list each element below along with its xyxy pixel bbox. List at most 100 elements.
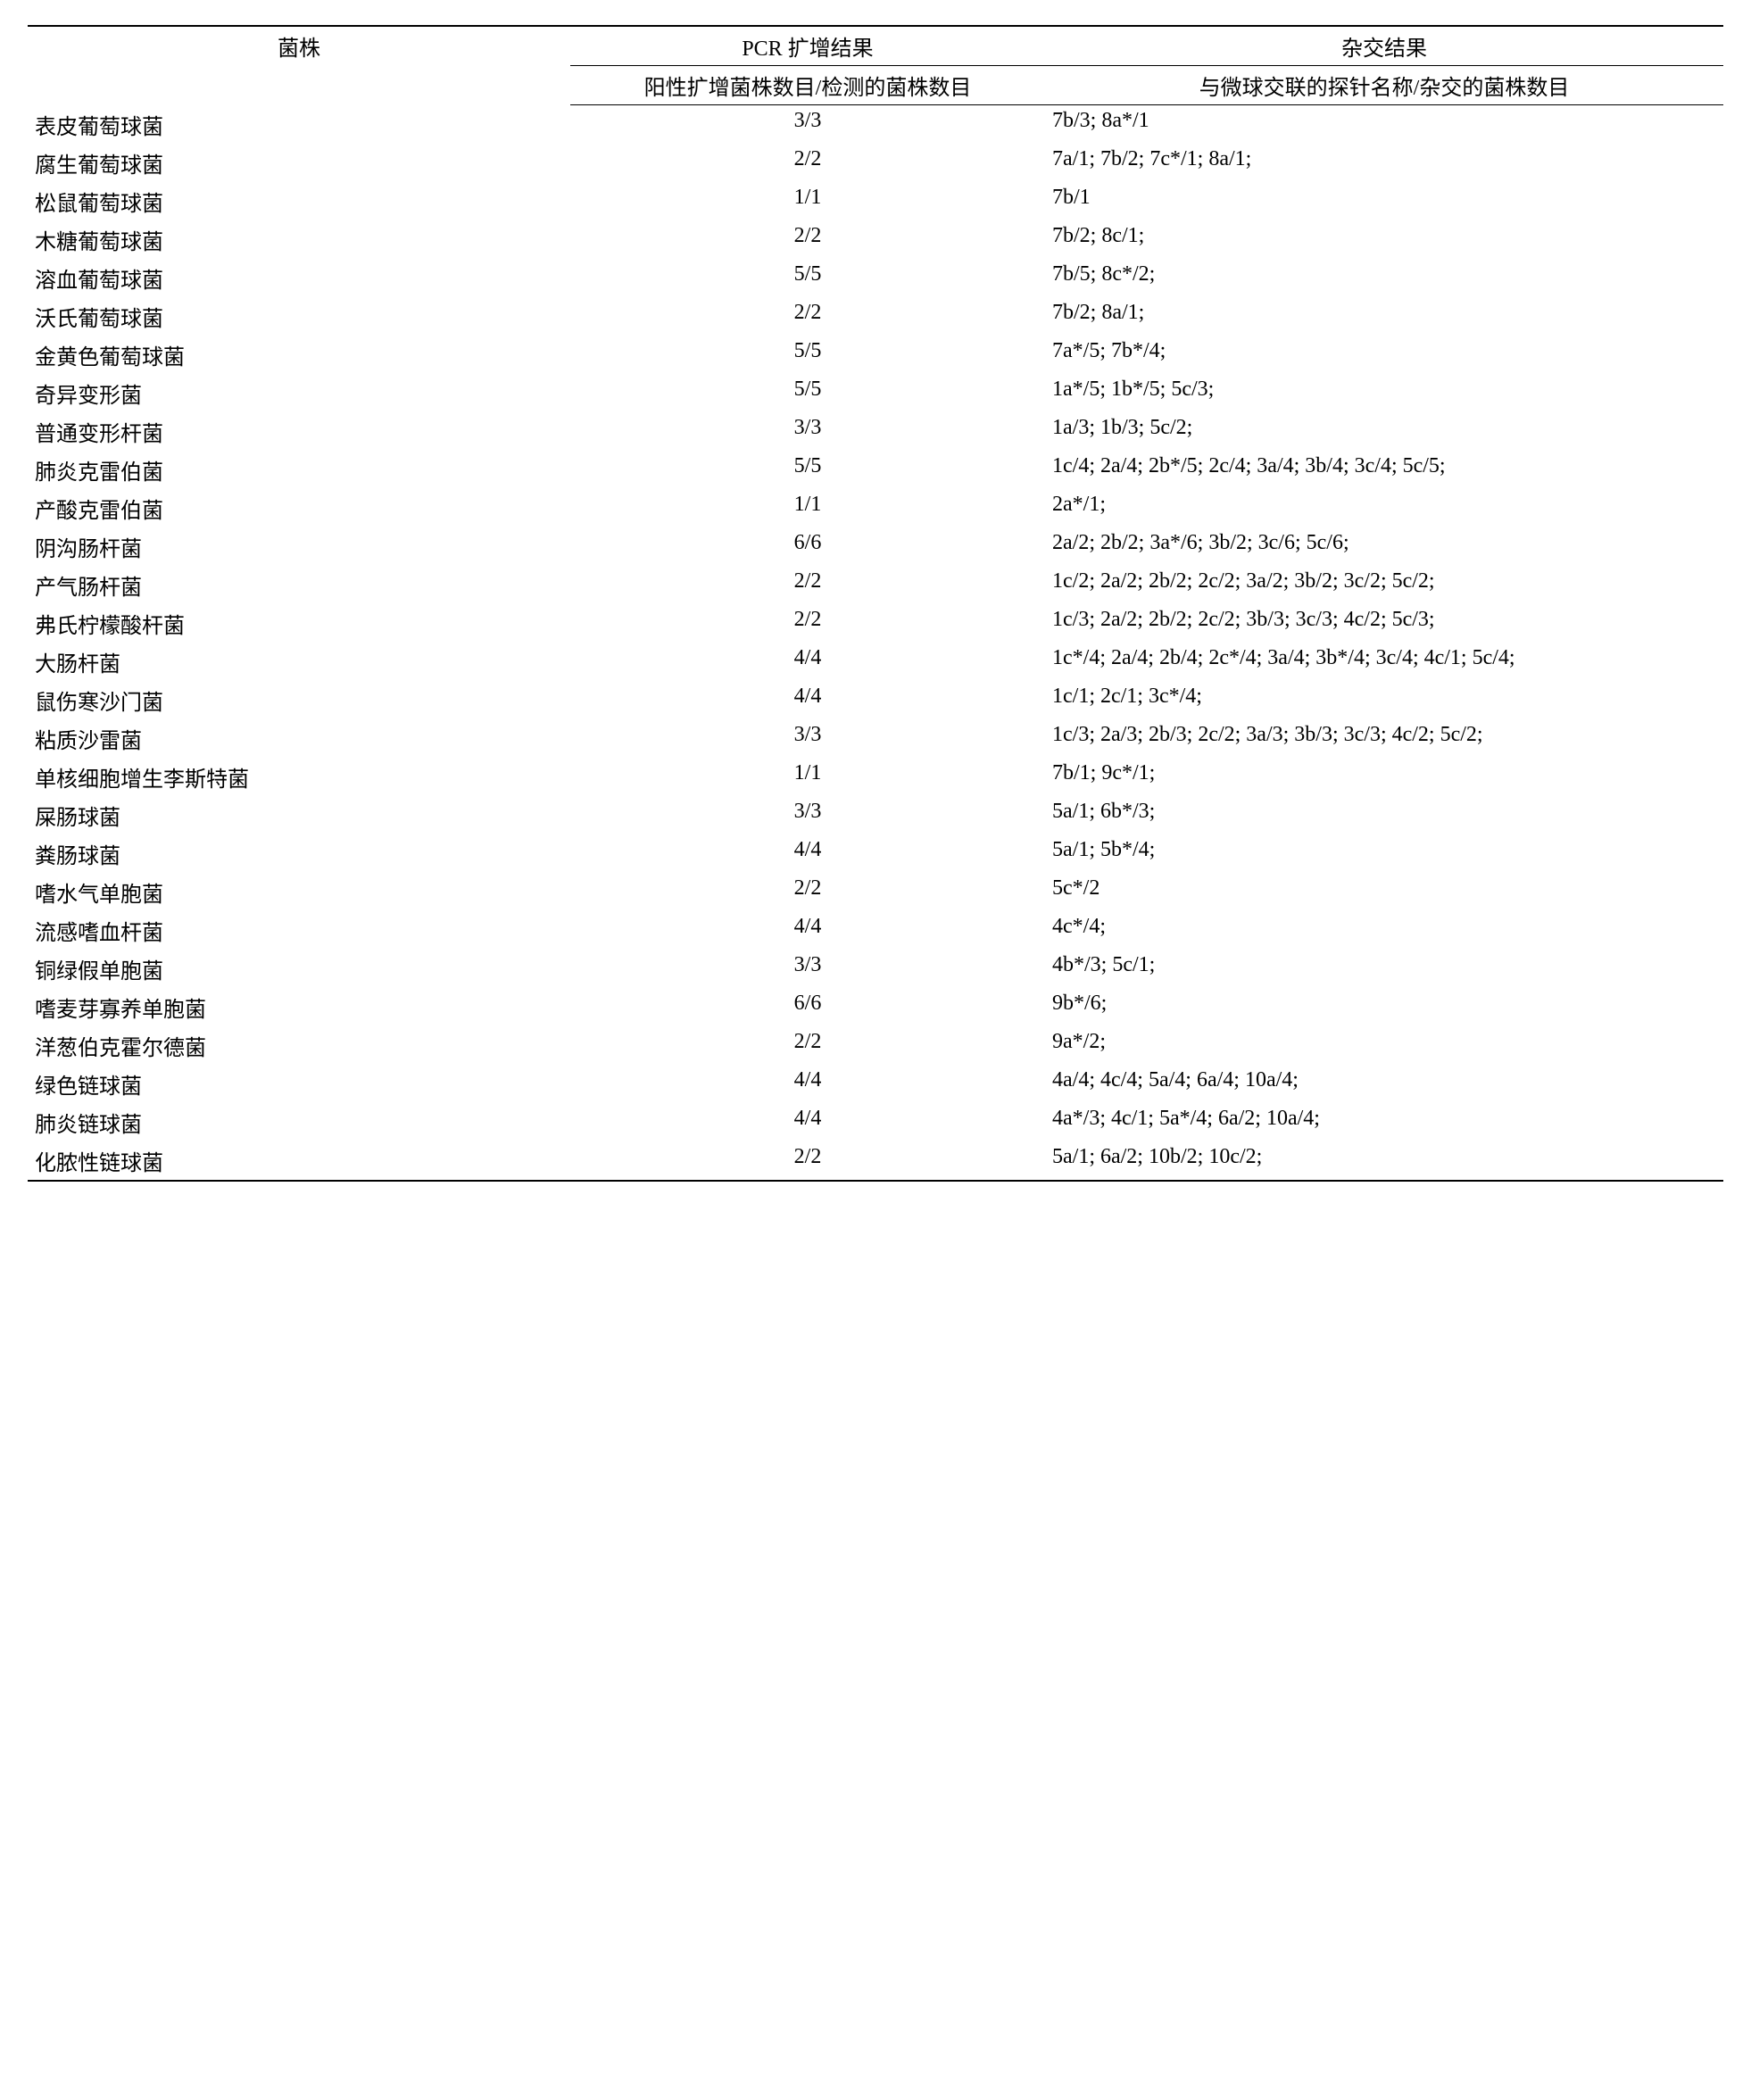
- hybrid-cell: 4c*/4;: [1045, 911, 1723, 950]
- table-row: 流感嗜血杆菌4/44c*/4;: [28, 911, 1723, 950]
- hybrid-cell: 2a/2; 2b/2; 3a*/6; 3b/2; 3c/6; 5c/6;: [1045, 527, 1723, 566]
- hybrid-cell: 1c/4; 2a/4; 2b*/5; 2c/4; 3a/4; 3b/4; 3c/…: [1045, 451, 1723, 489]
- table-row: 金黄色葡萄球菌5/57a*/5; 7b*/4;: [28, 336, 1723, 374]
- strain-cell: 肺炎克雷伯菌: [28, 451, 570, 489]
- hybrid-cell: 7b/1: [1045, 182, 1723, 220]
- table-row: 腐生葡萄球菌2/27a/1; 7b/2; 7c*/1; 8a/1;: [28, 144, 1723, 182]
- hybrid-cell: 4a*/3; 4c/1; 5a*/4; 6a/2; 10a/4;: [1045, 1103, 1723, 1141]
- table-row: 产气肠杆菌2/21c/2; 2a/2; 2b/2; 2c/2; 3a/2; 3b…: [28, 566, 1723, 604]
- table-row: 沃氏葡萄球菌2/27b/2; 8a/1;: [28, 297, 1723, 336]
- pcr-cell: 1/1: [570, 182, 1045, 220]
- strain-cell: 普通变形杆菌: [28, 412, 570, 451]
- pcr-cell: 4/4: [570, 1065, 1045, 1103]
- pcr-cell: 5/5: [570, 259, 1045, 297]
- pcr-cell: 2/2: [570, 1141, 1045, 1181]
- pcr-cell: 5/5: [570, 374, 1045, 412]
- hybrid-cell: 7b/2; 8c/1;: [1045, 220, 1723, 259]
- table-row: 铜绿假单胞菌3/34b*/3; 5c/1;: [28, 950, 1723, 988]
- table-row: 产酸克雷伯菌1/12a*/1;: [28, 489, 1723, 527]
- strain-cell: 嗜水气单胞菌: [28, 873, 570, 911]
- strain-cell: 粪肠球菌: [28, 834, 570, 873]
- hybrid-cell: 9a*/2;: [1045, 1026, 1723, 1065]
- header-strain: 菌株: [28, 26, 570, 105]
- pcr-cell: 3/3: [570, 719, 1045, 758]
- hybrid-cell: 5a/1; 5b*/4;: [1045, 834, 1723, 873]
- strain-cell: 弗氏柠檬酸杆菌: [28, 604, 570, 643]
- table-row: 普通变形杆菌3/31a/3; 1b/3; 5c/2;: [28, 412, 1723, 451]
- hybrid-cell: 1c/2; 2a/2; 2b/2; 2c/2; 3a/2; 3b/2; 3c/2…: [1045, 566, 1723, 604]
- pcr-cell: 4/4: [570, 643, 1045, 681]
- hybrid-cell: 7a*/5; 7b*/4;: [1045, 336, 1723, 374]
- hybrid-cell: 7b/2; 8a/1;: [1045, 297, 1723, 336]
- pcr-cell: 3/3: [570, 412, 1045, 451]
- pcr-cell: 2/2: [570, 566, 1045, 604]
- hybrid-cell: 5c*/2: [1045, 873, 1723, 911]
- table-row: 阴沟肠杆菌6/62a/2; 2b/2; 3a*/6; 3b/2; 3c/6; 5…: [28, 527, 1723, 566]
- hybrid-cell: 4b*/3; 5c/1;: [1045, 950, 1723, 988]
- strain-cell: 绿色链球菌: [28, 1065, 570, 1103]
- table-row: 奇异变形菌5/51a*/5; 1b*/5; 5c/3;: [28, 374, 1723, 412]
- table-row: 溶血葡萄球菌5/57b/5; 8c*/2;: [28, 259, 1723, 297]
- table-row: 粪肠球菌4/45a/1; 5b*/4;: [28, 834, 1723, 873]
- pcr-cell: 2/2: [570, 220, 1045, 259]
- pcr-cell: 3/3: [570, 950, 1045, 988]
- hybrid-cell: 5a/1; 6b*/3;: [1045, 796, 1723, 834]
- strain-cell: 肺炎链球菌: [28, 1103, 570, 1141]
- pcr-cell: 6/6: [570, 988, 1045, 1026]
- strain-cell: 洋葱伯克霍尔德菌: [28, 1026, 570, 1065]
- pcr-cell: 2/2: [570, 144, 1045, 182]
- header-hybrid-sub: 与微球交联的探针名称/杂交的菌株数目: [1045, 66, 1723, 105]
- header-hybrid: 杂交结果: [1045, 26, 1723, 66]
- hybrid-cell: 7b/3; 8a*/1: [1045, 105, 1723, 144]
- hybrid-cell: 7a/1; 7b/2; 7c*/1; 8a/1;: [1045, 144, 1723, 182]
- hybrid-cell: 1c/3; 2a/3; 2b/3; 2c/2; 3a/3; 3b/3; 3c/3…: [1045, 719, 1723, 758]
- hybrid-cell: 1a/3; 1b/3; 5c/2;: [1045, 412, 1723, 451]
- hybrid-cell: 5a/1; 6a/2; 10b/2; 10c/2;: [1045, 1141, 1723, 1181]
- pcr-cell: 2/2: [570, 297, 1045, 336]
- table-row: 绿色链球菌4/44a/4; 4c/4; 5a/4; 6a/4; 10a/4;: [28, 1065, 1723, 1103]
- table-row: 洋葱伯克霍尔德菌2/29a*/2;: [28, 1026, 1723, 1065]
- table-row: 嗜水气单胞菌2/25c*/2: [28, 873, 1723, 911]
- strain-cell: 腐生葡萄球菌: [28, 144, 570, 182]
- pcr-cell: 5/5: [570, 336, 1045, 374]
- strain-cell: 奇异变形菌: [28, 374, 570, 412]
- pcr-cell: 4/4: [570, 681, 1045, 719]
- hybrid-cell: 1c/1; 2c/1; 3c*/4;: [1045, 681, 1723, 719]
- strain-cell: 阴沟肠杆菌: [28, 527, 570, 566]
- table-row: 松鼠葡萄球菌1/17b/1: [28, 182, 1723, 220]
- strain-cell: 表皮葡萄球菌: [28, 105, 570, 144]
- strain-cell: 屎肠球菌: [28, 796, 570, 834]
- pcr-cell: 4/4: [570, 911, 1045, 950]
- table-row: 鼠伤寒沙门菌4/41c/1; 2c/1; 3c*/4;: [28, 681, 1723, 719]
- table-row: 大肠杆菌4/41c*/4; 2a/4; 2b/4; 2c*/4; 3a/4; 3…: [28, 643, 1723, 681]
- hybrid-cell: 4a/4; 4c/4; 5a/4; 6a/4; 10a/4;: [1045, 1065, 1723, 1103]
- strain-cell: 大肠杆菌: [28, 643, 570, 681]
- table-row: 肺炎链球菌4/44a*/3; 4c/1; 5a*/4; 6a/2; 10a/4;: [28, 1103, 1723, 1141]
- strain-cell: 产酸克雷伯菌: [28, 489, 570, 527]
- pcr-cell: 2/2: [570, 873, 1045, 911]
- strain-cell: 溶血葡萄球菌: [28, 259, 570, 297]
- pcr-cell: 2/2: [570, 1026, 1045, 1065]
- strain-cell: 化脓性链球菌: [28, 1141, 570, 1181]
- table-row: 屎肠球菌3/35a/1; 6b*/3;: [28, 796, 1723, 834]
- table-row: 化脓性链球菌2/25a/1; 6a/2; 10b/2; 10c/2;: [28, 1141, 1723, 1181]
- pcr-cell: 1/1: [570, 489, 1045, 527]
- pcr-cell: 4/4: [570, 1103, 1045, 1141]
- pcr-cell: 5/5: [570, 451, 1045, 489]
- hybrid-cell: 9b*/6;: [1045, 988, 1723, 1026]
- pcr-cell: 2/2: [570, 604, 1045, 643]
- strain-cell: 木糖葡萄球菌: [28, 220, 570, 259]
- pcr-cell: 4/4: [570, 834, 1045, 873]
- strain-cell: 金黄色葡萄球菌: [28, 336, 570, 374]
- hybrid-cell: 7b/5; 8c*/2;: [1045, 259, 1723, 297]
- pcr-cell: 3/3: [570, 105, 1045, 144]
- table-row: 粘质沙雷菌3/31c/3; 2a/3; 2b/3; 2c/2; 3a/3; 3b…: [28, 719, 1723, 758]
- table-row: 嗜麦芽寡养单胞菌6/69b*/6;: [28, 988, 1723, 1026]
- pcr-cell: 1/1: [570, 758, 1045, 796]
- table-row: 表皮葡萄球菌3/37b/3; 8a*/1: [28, 105, 1723, 144]
- strain-cell: 流感嗜血杆菌: [28, 911, 570, 950]
- table-row: 单核细胞增生李斯特菌1/17b/1; 9c*/1;: [28, 758, 1723, 796]
- pcr-cell: 6/6: [570, 527, 1045, 566]
- hybrid-cell: 7b/1; 9c*/1;: [1045, 758, 1723, 796]
- strain-cell: 鼠伤寒沙门菌: [28, 681, 570, 719]
